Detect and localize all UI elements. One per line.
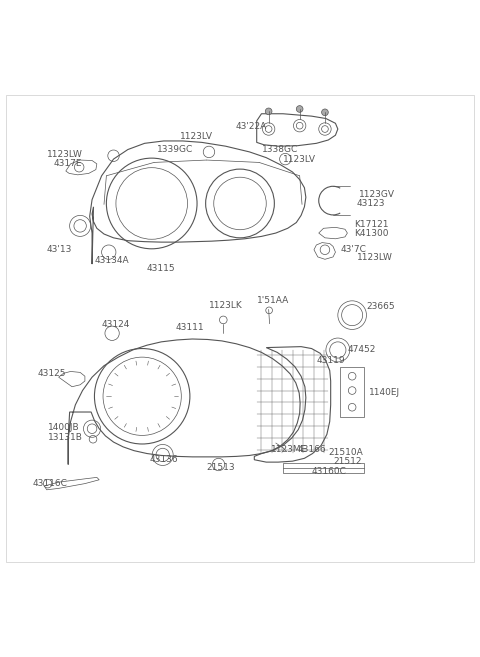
Text: 43119: 43119 <box>316 356 345 365</box>
Text: 1400JB: 1400JB <box>48 423 80 432</box>
Text: 43115: 43115 <box>147 264 176 273</box>
Text: 1123ME: 1123ME <box>271 445 307 454</box>
Text: 1123LW: 1123LW <box>357 254 393 262</box>
Text: 43134A: 43134A <box>95 256 129 265</box>
Circle shape <box>296 106 303 112</box>
Text: 43123: 43123 <box>357 199 385 208</box>
Text: K41300: K41300 <box>355 229 389 238</box>
Text: 43160C: 43160C <box>312 467 347 476</box>
Text: 23665: 23665 <box>366 302 395 311</box>
Text: 1140EJ: 1140EJ <box>369 388 400 397</box>
Text: 47452: 47452 <box>348 346 376 355</box>
Text: 21513: 21513 <box>206 463 235 472</box>
Text: 43166: 43166 <box>297 445 326 454</box>
Text: 1338GC: 1338GC <box>262 145 298 154</box>
Text: 43111: 43111 <box>176 323 204 332</box>
Text: 43125: 43125 <box>37 369 66 378</box>
Text: 21512: 21512 <box>333 457 361 466</box>
Text: 4317E: 4317E <box>54 160 83 168</box>
Text: 1123LW: 1123LW <box>47 150 83 159</box>
Text: 43'13: 43'13 <box>47 245 72 254</box>
Text: 1'51AA: 1'51AA <box>257 296 289 306</box>
Text: 43136: 43136 <box>149 455 178 464</box>
Text: 21510A: 21510A <box>328 448 363 457</box>
Circle shape <box>265 108 272 115</box>
Text: 43'7C: 43'7C <box>340 245 366 254</box>
Text: 1123GV: 1123GV <box>360 191 396 199</box>
Text: 13131B: 13131B <box>48 433 83 442</box>
Text: 1123LK: 1123LK <box>209 301 243 310</box>
Circle shape <box>322 109 328 116</box>
Text: 43124: 43124 <box>102 320 130 329</box>
Text: 1123LV: 1123LV <box>283 154 316 164</box>
Text: 1123LV: 1123LV <box>180 131 213 141</box>
Text: 43'22A: 43'22A <box>235 122 266 131</box>
Text: K17121: K17121 <box>355 220 389 229</box>
Text: 43116C: 43116C <box>33 479 67 488</box>
Text: 1339GC: 1339GC <box>156 145 193 154</box>
